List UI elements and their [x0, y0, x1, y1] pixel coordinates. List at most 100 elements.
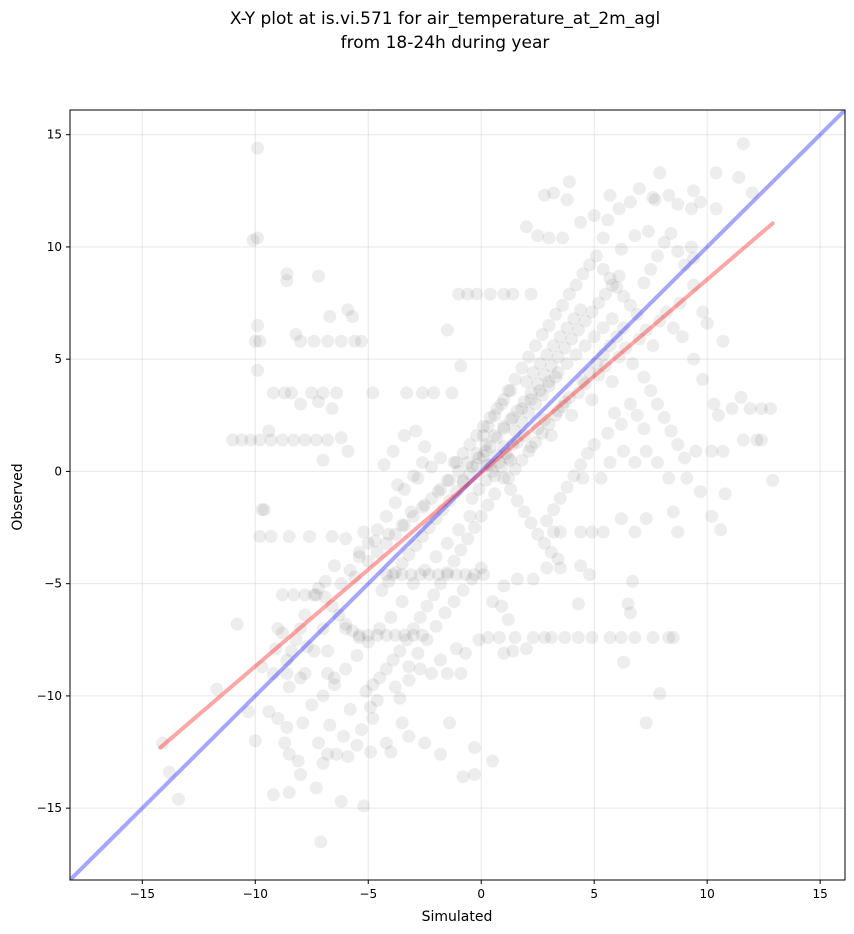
- fit-lines: [70, 110, 845, 880]
- data-point: [535, 388, 549, 402]
- data-point: [556, 231, 570, 245]
- data-point: [524, 287, 538, 301]
- data-point: [646, 191, 660, 205]
- data-point: [334, 577, 348, 591]
- data-point: [463, 437, 477, 451]
- data-point: [483, 440, 497, 454]
- data-point: [343, 563, 357, 577]
- data-point: [461, 287, 475, 301]
- data-point: [612, 350, 626, 364]
- data-point: [366, 678, 380, 692]
- data-point: [332, 608, 346, 622]
- data-point: [603, 339, 617, 353]
- data-point: [542, 231, 556, 245]
- data-point: [709, 202, 723, 216]
- data-point: [542, 379, 556, 393]
- data-point: [497, 393, 511, 407]
- data-point: [583, 366, 597, 380]
- data-point: [531, 422, 545, 436]
- x-tick-label: 0: [477, 887, 485, 901]
- data-point: [348, 570, 362, 584]
- data-point: [307, 588, 321, 602]
- data-point: [653, 314, 667, 328]
- data-point: [330, 747, 344, 761]
- data-point: [508, 424, 522, 438]
- data-point: [621, 597, 635, 611]
- data-point: [650, 397, 664, 411]
- data-point: [357, 525, 371, 539]
- data-point: [388, 565, 402, 579]
- data-point: [384, 610, 398, 624]
- data-point: [406, 469, 420, 483]
- data-point: [560, 357, 574, 371]
- data-point: [454, 543, 468, 557]
- data-point: [271, 622, 285, 636]
- data-point: [427, 588, 441, 602]
- y-tick-label: 10: [47, 240, 62, 254]
- data-point: [470, 446, 484, 460]
- data-point: [517, 505, 531, 519]
- data-point: [415, 628, 429, 642]
- data-point: [558, 341, 572, 355]
- data-point: [574, 303, 588, 317]
- x-tick-label: −15: [130, 887, 155, 901]
- data-point: [352, 631, 366, 645]
- data-point: [598, 359, 612, 373]
- data-point: [506, 411, 520, 425]
- data-point: [585, 393, 599, 407]
- data-point: [409, 539, 423, 553]
- data-point: [316, 453, 330, 467]
- data-point: [244, 433, 258, 447]
- data-point: [321, 433, 335, 447]
- data-point: [580, 446, 594, 460]
- data-point: [492, 631, 506, 645]
- data-point: [596, 525, 610, 539]
- data-point: [528, 339, 542, 353]
- data-point: [262, 424, 276, 438]
- data-point: [415, 500, 429, 514]
- data-point: [596, 321, 610, 335]
- data-point: [379, 628, 393, 642]
- data-point: [397, 518, 411, 532]
- data-point: [321, 644, 335, 658]
- data-point: [251, 231, 265, 245]
- data-point: [307, 644, 321, 658]
- data-point: [382, 527, 396, 541]
- data-point: [501, 471, 515, 485]
- data-point: [284, 644, 298, 658]
- data-point: [404, 505, 418, 519]
- data-point: [671, 197, 685, 211]
- data-point: [497, 471, 511, 485]
- data-point: [253, 433, 267, 447]
- data-point: [479, 437, 493, 451]
- y-tick-label: 0: [54, 464, 62, 478]
- data-point: [472, 633, 486, 647]
- data-point: [429, 619, 443, 633]
- data-point: [687, 251, 701, 265]
- data-point: [395, 568, 409, 582]
- data-point: [449, 642, 463, 656]
- data-point: [526, 631, 540, 645]
- data-point: [569, 348, 583, 362]
- data-point: [628, 525, 642, 539]
- data-point: [280, 267, 294, 281]
- data-point: [373, 622, 387, 636]
- data-point: [373, 671, 387, 685]
- data-point: [440, 568, 454, 582]
- data-point: [246, 233, 260, 247]
- grid-lines: [70, 110, 845, 880]
- data-point: [587, 437, 601, 451]
- data-point: [515, 415, 529, 429]
- data-point: [587, 330, 601, 344]
- data-point: [388, 527, 402, 541]
- data-point: [571, 323, 585, 337]
- data-point: [644, 384, 658, 398]
- data-point: [402, 729, 416, 743]
- data-point: [474, 509, 488, 523]
- data-point: [594, 471, 608, 485]
- data-point: [476, 429, 490, 443]
- data-point: [565, 408, 579, 422]
- data-point: [544, 631, 558, 645]
- data-point: [312, 581, 326, 595]
- data-point: [486, 464, 500, 478]
